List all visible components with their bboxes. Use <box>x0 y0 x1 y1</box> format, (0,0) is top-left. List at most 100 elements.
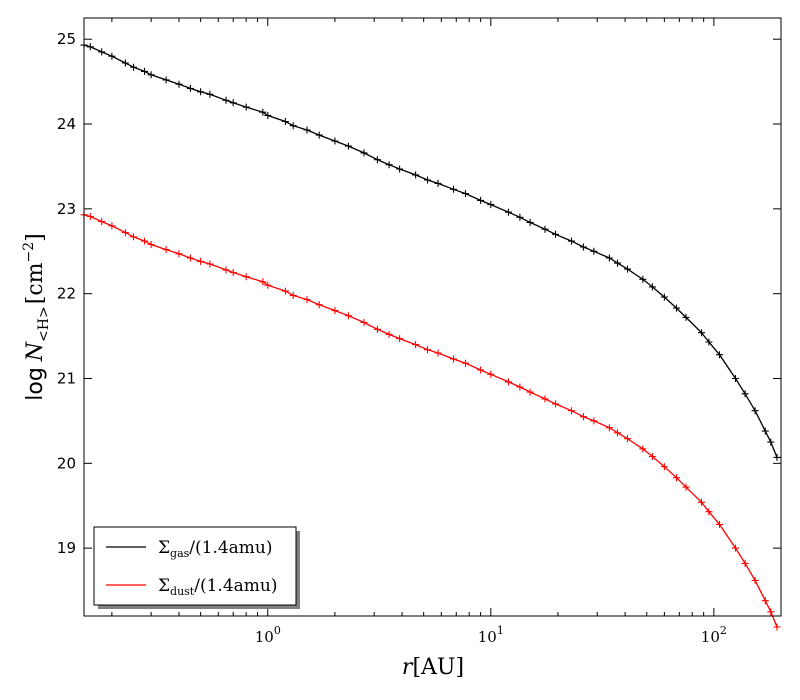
data-point-1-1 <box>86 213 94 220</box>
data-point-0-36 <box>516 213 524 221</box>
data-point-0-49 <box>673 304 680 312</box>
data-point-0-24 <box>360 149 368 157</box>
data-point-0-18 <box>281 118 289 125</box>
data-point-1-36 <box>516 383 524 391</box>
data-point-1-4 <box>121 229 129 237</box>
data-point-0-40 <box>568 237 575 245</box>
legend-dust-symbol: Σ <box>158 576 170 596</box>
data-point-1-34 <box>487 370 495 378</box>
data-point-1-15 <box>242 273 250 281</box>
data-point-1-54 <box>732 544 739 552</box>
data-point-0-12 <box>206 90 214 98</box>
data-point-0-15 <box>242 103 250 111</box>
data-point-0-47 <box>648 283 656 291</box>
x-tick-label-1: 101 <box>478 624 504 646</box>
data-point-0-43 <box>605 254 613 262</box>
y-tick-label-4: 23 <box>57 200 76 218</box>
data-point-0-2 <box>98 48 106 56</box>
y-axis-label-unit: [cm <box>23 262 48 304</box>
data-point-0-48 <box>660 293 668 301</box>
data-point-1-6 <box>141 237 148 245</box>
data-point-1-23 <box>344 312 352 320</box>
data-point-1-57 <box>761 597 769 605</box>
legend-gas-symbol: Σ <box>158 538 170 558</box>
data-point-1-46 <box>639 445 647 453</box>
data-point-1-17 <box>264 281 272 289</box>
data-point-1-47 <box>648 453 656 460</box>
data-point-1-3 <box>108 222 116 230</box>
legend-label-gas: Σgas/(1.4amu) <box>158 538 273 560</box>
data-point-0-42 <box>590 247 598 255</box>
data-point-0-21 <box>315 131 323 139</box>
y-tick-label-5: 24 <box>57 115 76 133</box>
data-point-1-21 <box>315 301 323 309</box>
data-point-0-35 <box>505 208 512 216</box>
data-point-0-41 <box>579 243 587 251</box>
data-point-0-53 <box>716 351 723 359</box>
data-point-0-46 <box>639 275 647 283</box>
x-tick-label-2: 102 <box>701 624 727 646</box>
x-axis-label-unit: [AU] <box>412 655 464 680</box>
data-point-1-20 <box>303 296 311 304</box>
y-tick-label-1: 20 <box>57 454 76 472</box>
data-point-0-29 <box>424 176 431 184</box>
data-point-0-6 <box>141 67 148 75</box>
data-point-0-39 <box>552 230 559 238</box>
series-layer <box>80 41 781 631</box>
data-point-0-9 <box>175 80 183 88</box>
data-point-1-38 <box>541 395 549 403</box>
data-point-1-32 <box>462 359 469 367</box>
x-tick-label-0: 100 <box>255 624 281 646</box>
data-point-1-41 <box>579 413 587 421</box>
data-point-0-4 <box>121 59 129 67</box>
y-axis-label-prefix: log <box>23 367 48 401</box>
data-point-1-16 <box>259 278 267 286</box>
data-point-0-27 <box>396 165 404 173</box>
data-point-0-28 <box>412 171 420 179</box>
data-point-1-27 <box>396 335 404 343</box>
data-point-0-19 <box>289 122 297 130</box>
data-point-0-1 <box>86 43 94 51</box>
data-point-1-44 <box>614 429 621 437</box>
data-point-1-24 <box>360 319 368 326</box>
data-point-0-38 <box>541 225 549 233</box>
x-axis-label: r[AU] <box>402 655 464 680</box>
data-point-1-13 <box>222 266 230 274</box>
data-point-0-30 <box>434 179 442 187</box>
data-point-1-59 <box>773 623 781 631</box>
legend-dust-subscript: dust <box>170 585 195 598</box>
data-point-0-52 <box>705 338 713 346</box>
data-point-0-51 <box>698 329 705 337</box>
data-point-0-32 <box>462 190 469 198</box>
data-point-0-50 <box>682 313 690 321</box>
ticks-layer <box>84 18 781 616</box>
data-point-0-16 <box>259 108 267 116</box>
data-point-1-2 <box>98 218 106 226</box>
data-point-0-17 <box>264 112 272 119</box>
data-point-0-34 <box>487 201 495 209</box>
data-point-0-11 <box>197 88 205 96</box>
data-point-1-42 <box>590 417 598 425</box>
data-point-0-5 <box>130 63 137 71</box>
data-point-1-8 <box>162 246 170 254</box>
data-point-0-13 <box>222 96 230 104</box>
data-point-1-14 <box>229 269 237 276</box>
y-axis-label-close: ] <box>23 233 48 242</box>
y-tick-label-0: 19 <box>57 539 76 557</box>
data-point-1-53 <box>716 520 723 528</box>
data-point-1-51 <box>698 498 705 506</box>
data-point-0-7 <box>147 71 155 79</box>
data-point-1-43 <box>605 424 613 432</box>
data-point-1-39 <box>552 400 559 408</box>
data-point-1-48 <box>660 463 668 471</box>
data-point-0-58 <box>767 438 775 446</box>
data-point-0-25 <box>373 156 381 164</box>
legend-box <box>93 526 297 606</box>
data-point-1-25 <box>373 325 381 333</box>
data-point-1-58 <box>767 608 775 616</box>
data-point-1-5 <box>130 233 137 241</box>
data-point-0-22 <box>331 137 339 145</box>
data-point-0-20 <box>303 126 311 134</box>
data-point-0-54 <box>732 375 739 382</box>
data-point-1-26 <box>385 330 393 338</box>
